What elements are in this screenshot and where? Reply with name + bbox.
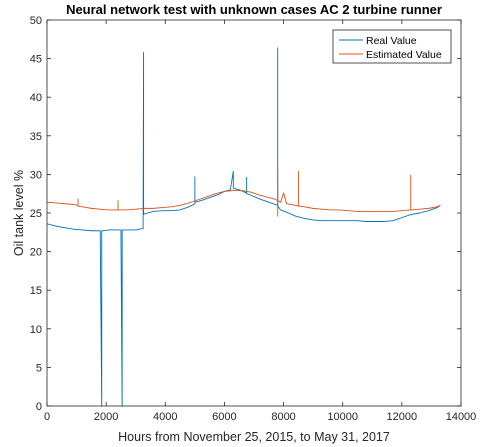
series-layer [46,47,441,407]
legend: Real Value Estimated Value [332,29,452,64]
y-tick-label: 10 [30,324,42,336]
x-tick-label: 10000 [327,411,358,423]
x-tick-label: 2000 [94,411,118,423]
y-tick-label: 40 [30,92,42,104]
chart-title: Neural network test with unknown cases A… [66,2,442,17]
plot-background [47,20,461,406]
legend-label-real-value: Real Value [366,35,417,47]
y-tick-label: 50 [30,15,42,27]
series-line-real-value [46,47,441,407]
y-axis: 0 5 10 15 20 25 30 35 40 45 50 [30,15,461,413]
x-tick-label: 4000 [153,411,177,423]
x-tick-label: 12000 [387,411,418,423]
x-axis: 0 2000 4000 6000 8000 10000 12000 14000 [44,20,476,423]
legend-label-estimated-value: Estimated Value [366,49,442,61]
y-tick-label: 0 [36,401,42,413]
y-tick-label: 15 [30,285,42,297]
series-line-estimated-value [46,167,441,217]
y-tick-label: 30 [30,169,42,181]
y-axis-label: Oil tank level % [12,170,26,256]
x-tick-label: 0 [44,411,50,423]
x-tick-label: 6000 [212,411,236,423]
x-tick-label: 14000 [446,411,477,423]
y-tick-label: 35 [30,131,42,143]
x-tick-label: 8000 [271,411,295,423]
y-tick-label: 25 [30,208,42,220]
legend-box [332,29,452,64]
y-tick-label: 5 [36,362,42,374]
x-axis-label: Hours from November 25, 2015, to May 31,… [118,430,390,444]
y-tick-label: 20 [30,247,42,259]
y-tick-label: 45 [30,54,42,66]
